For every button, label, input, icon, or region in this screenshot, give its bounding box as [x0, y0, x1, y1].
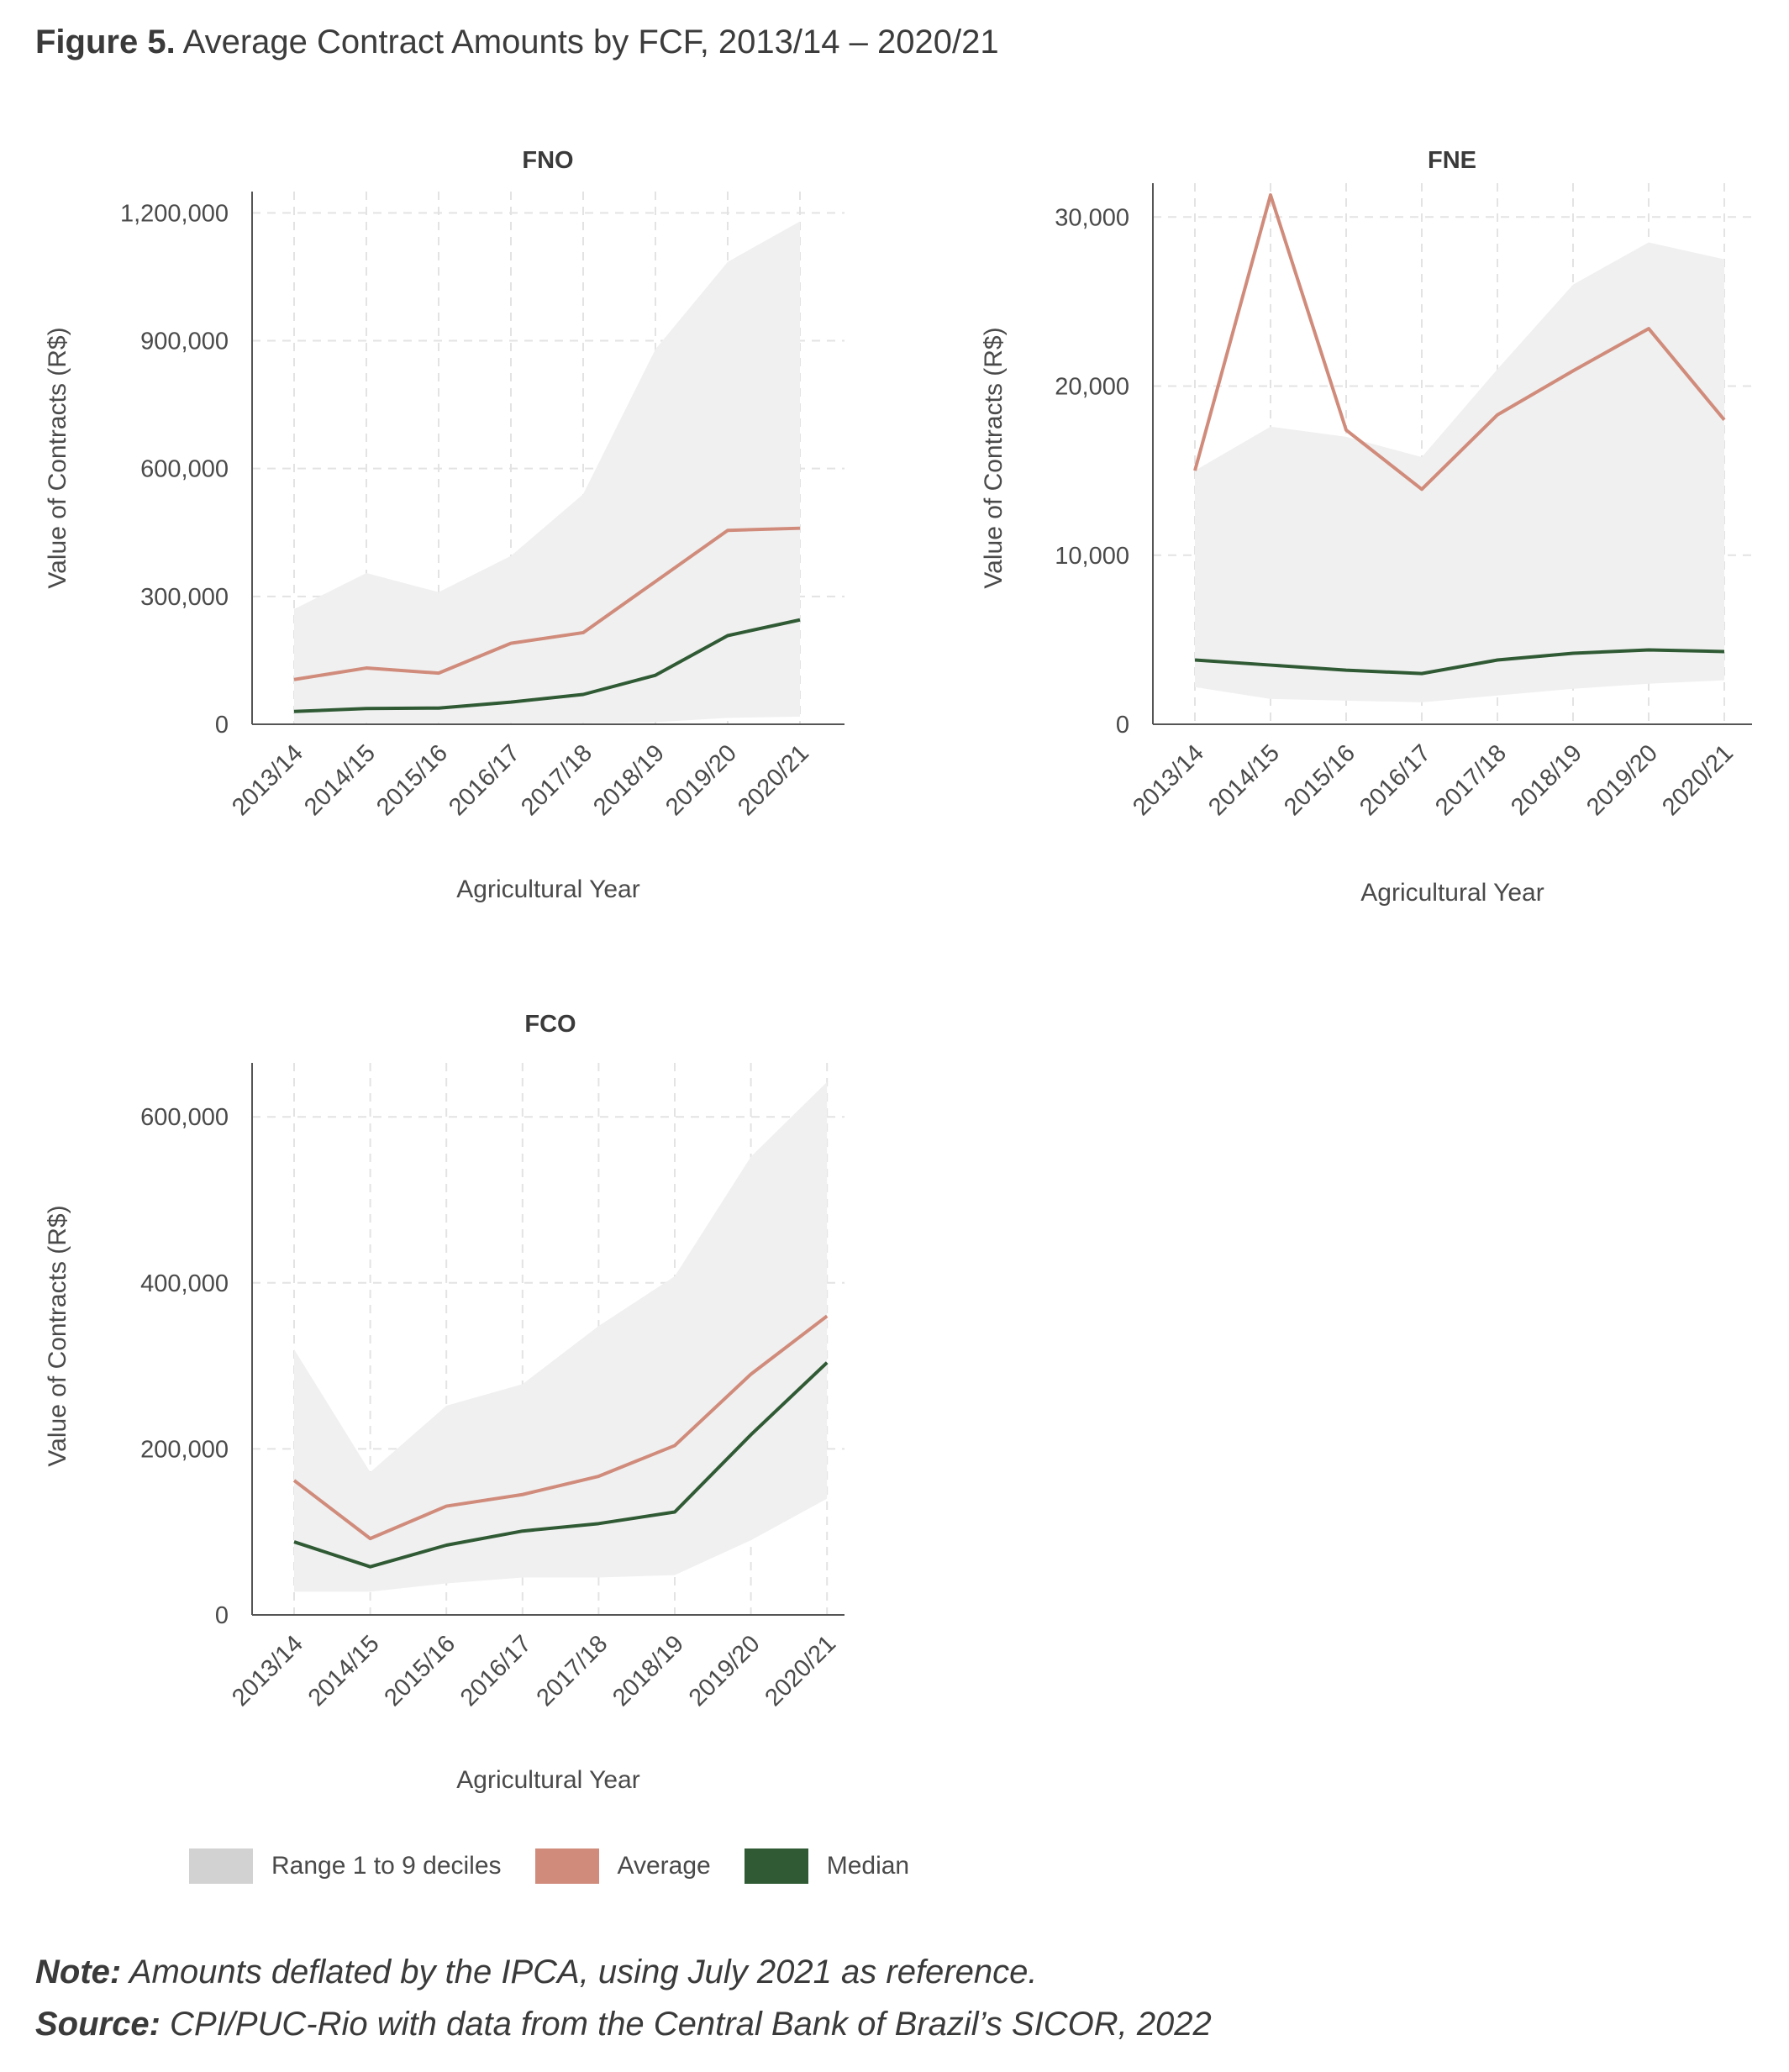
y-tick-label: 10,000: [1055, 543, 1129, 570]
panel-fne: 0 10,000 20,000 30,000 2013/142014/152015/16…: [980, 147, 1752, 907]
panel-title: FNE: [1428, 147, 1476, 174]
panel-fno: 0300,000600,000900,0001,200,0002013/1420…: [44, 147, 845, 903]
panel-title: FNO: [522, 147, 573, 174]
x-tick-label: 2015/16: [1279, 739, 1360, 821]
figure-title: Figure 5. Average Contract Amounts by FC…: [35, 24, 999, 61]
x-tick-label: 2016/17: [444, 739, 525, 821]
y-axis-title: Value of Contracts (R$): [980, 327, 1008, 588]
series-line-average: [1193, 193, 1726, 492]
figure-title-text: Average Contract Amounts by FCF, 2013/14…: [182, 24, 999, 60]
x-tick-label: 2013/14: [1128, 739, 1209, 821]
x-tick-label: 2018/19: [1506, 739, 1587, 821]
series-band-range: [294, 1081, 828, 1592]
x-tick-label: 2017/18: [516, 739, 597, 821]
x-tick-label: 2020/21: [760, 1630, 841, 1712]
series-line-median: [293, 618, 801, 713]
y-tick-label: 1,200,000: [120, 200, 229, 227]
chart-canvas: 0300,000600,000900,0001,200,0002013/1420…: [44, 147, 1752, 1794]
y-tick-label: 400,000: [140, 1270, 229, 1297]
y-tick-label: 0: [215, 1602, 229, 1629]
note-text: Amounts deflated by the IPCA, using July…: [121, 1954, 1038, 1990]
x-tick-label: 2018/19: [588, 739, 670, 821]
panel-fco: 0 200,000 400,000 600,000 2013/142014/152015…: [44, 1011, 845, 1794]
x-tick-label: 2014/15: [303, 1630, 385, 1712]
y-axis-title: Value of Contracts (R$): [44, 327, 71, 588]
legend-label-median: Median: [826, 1852, 910, 1880]
x-tick-label: 2015/16: [371, 739, 453, 821]
y-tick-label: 30,000: [1055, 204, 1129, 231]
x-tick-label: 2019/20: [1581, 739, 1663, 821]
y-tick-label: 0: [1116, 712, 1129, 739]
y-tick-label: 900,000: [140, 329, 229, 355]
x-axis-title: Agricultural Year: [456, 876, 639, 903]
legend-swatch-average: [534, 1848, 599, 1884]
x-tick-label: 2018/19: [608, 1630, 689, 1712]
x-tick-label: 2019/20: [684, 1630, 766, 1712]
x-tick-label: 2013/14: [227, 1630, 308, 1712]
y-tick-label: 0: [215, 712, 229, 739]
source-label: Source:: [35, 2006, 160, 2043]
x-tick-label: 2016/17: [1355, 739, 1436, 821]
legend-swatch-range: [189, 1848, 253, 1884]
note-line: Note: Amounts deflated by the IPCA, usin…: [35, 1946, 1212, 1998]
notes: Note: Amounts deflated by the IPCA, usin…: [35, 1946, 1212, 2050]
legend-swatch-median: [744, 1848, 808, 1884]
x-tick-label: 2016/17: [455, 1630, 537, 1712]
y-axis-title: Value of Contracts (R$): [44, 1205, 71, 1466]
source-line: Source: CPI/PUC-Rio with data from the C…: [35, 1998, 1212, 2050]
x-tick-label: 2019/20: [660, 739, 742, 821]
series-band-range: [1195, 242, 1724, 702]
x-tick-label: 2017/18: [532, 1630, 613, 1712]
legend-label-average: Average: [617, 1852, 711, 1880]
panel-title: FCO: [524, 1011, 576, 1038]
series-line-median: [1194, 648, 1725, 676]
legend-item-range: Range 1 to 9 deciles: [189, 1848, 502, 1884]
series-line-median: [293, 1361, 829, 1569]
series-line-average: [293, 526, 801, 681]
source-text: CPI/PUC-Rio with data from the Central B…: [160, 2006, 1212, 2043]
y-tick-label: 300,000: [140, 584, 229, 611]
y-tick-label: 600,000: [140, 1104, 229, 1131]
y-tick-label: 20,000: [1055, 374, 1129, 401]
y-tick-label: 600,000: [140, 456, 229, 483]
legend-item-median: Median: [744, 1848, 910, 1884]
x-tick-label: 2020/21: [1657, 739, 1739, 821]
note-label: Note:: [35, 1954, 122, 1990]
series-band-range: [294, 221, 800, 723]
x-tick-label: 2014/15: [1203, 739, 1285, 821]
legend: Range 1 to 9 deciles Average Median: [189, 1848, 943, 1884]
legend-item-average: Average: [534, 1848, 711, 1884]
y-tick-label: 200,000: [140, 1436, 229, 1463]
x-tick-label: 2020/21: [733, 739, 814, 821]
x-tick-label: 2015/16: [379, 1630, 460, 1712]
x-axis-title: Agricultural Year: [1360, 879, 1544, 907]
figure-label: Figure 5.: [35, 24, 176, 60]
x-tick-label: 2017/18: [1430, 739, 1512, 821]
x-tick-label: 2013/14: [227, 739, 308, 821]
x-tick-label: 2014/15: [299, 739, 381, 821]
series-line-average: [292, 1314, 829, 1541]
legend-label-range: Range 1 to 9 deciles: [271, 1852, 502, 1880]
x-axis-title: Agricultural Year: [456, 1766, 639, 1794]
